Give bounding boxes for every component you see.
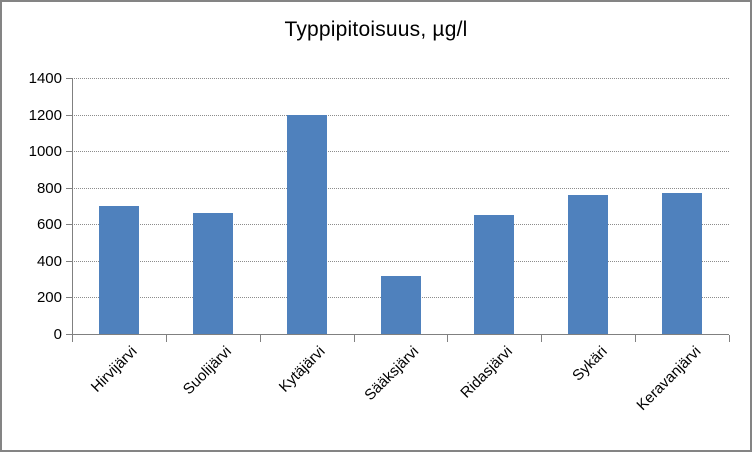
bar-Keravanjärvi [662,193,703,334]
bar-Sykäri [568,195,609,334]
gridline [72,224,729,226]
y-axis-line [72,78,73,334]
y-axis-tick [66,114,72,116]
y-tick-label: 600 [36,216,62,234]
x-axis-tick [165,335,167,342]
x-category-label-text: Suolijärvi [179,343,235,399]
gridline [72,260,729,262]
bar-Ridasjärvi [474,215,515,334]
y-axis-tick [66,187,72,189]
x-axis-tick [635,335,637,342]
y-tick-label: 400 [36,252,62,270]
x-axis-tick [541,335,543,342]
x-axis-tick [259,335,261,342]
gridline [72,187,729,189]
x-category-label-text: Kytäjärvi [275,343,329,396]
y-axis-tick [66,334,72,335]
chart-title: Typpipitoisuus, µg/l [284,18,468,41]
gridline [72,151,729,153]
x-axis-tick [353,335,355,342]
y-tick-label: 800 [36,179,62,197]
bar-Hirvijärvi [98,206,139,334]
bar-Suolijärvi [192,213,233,334]
bar-Sääksjärvi [380,276,421,334]
x-axis-tick [72,335,73,342]
x-axis-tick [447,335,449,342]
y-tick-label: 1400 [28,70,62,87]
x-category-label-text: Sääksjärvi [361,343,423,404]
y-tick-label: 1000 [28,143,62,161]
y-axis-tick [66,297,72,299]
x-category-label-text: Hirvijärvi [88,343,141,396]
y-axis-tick [66,151,72,153]
y-axis-tick [66,78,72,79]
y-tick-label: 1200 [28,106,62,124]
y-tick-label: 200 [36,289,62,307]
y-axis-tick [66,224,72,226]
x-category-label-text: Ridasjärvi [457,343,517,402]
x-axis-tick [729,335,730,342]
bar-Kytäjärvi [286,114,327,334]
x-category-label-text: Sykäri [568,343,611,385]
gridline [72,114,729,116]
y-tick-label: 0 [53,326,62,343]
x-category-label-text: Keravanjärvi [633,343,705,414]
x-axis-line [72,334,729,335]
gridline [72,78,729,79]
y-axis-tick [66,260,72,262]
